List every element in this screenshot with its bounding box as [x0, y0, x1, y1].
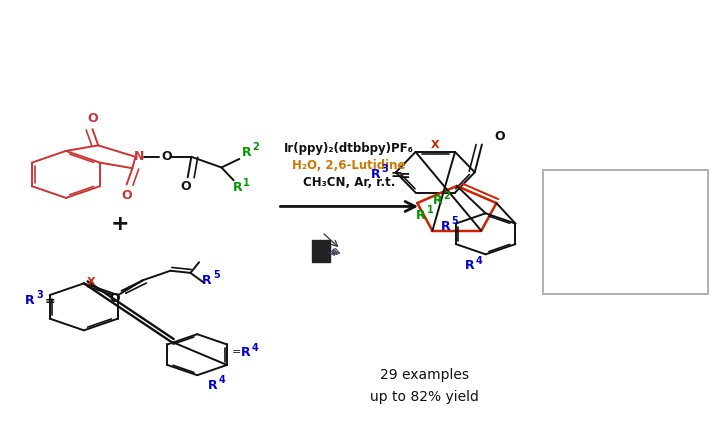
Text: R: R	[433, 194, 442, 207]
Text: group tolerance: group tolerance	[572, 258, 665, 270]
Text: CH₃CN, Ar, r.t.: CH₃CN, Ar, r.t.	[303, 176, 395, 190]
Text: N: N	[134, 150, 144, 163]
Text: 4: 4	[476, 256, 482, 266]
Text: =: =	[390, 168, 402, 182]
Text: O: O	[495, 130, 505, 143]
Text: •: •	[559, 188, 568, 203]
Text: Broad functional: Broad functional	[572, 236, 669, 249]
Text: R: R	[371, 168, 381, 181]
Text: 5: 5	[451, 216, 458, 226]
Text: O: O	[109, 292, 120, 305]
Text: 1: 1	[243, 178, 250, 188]
Text: O: O	[122, 189, 132, 202]
Text: R: R	[233, 181, 242, 194]
Text: •: •	[559, 235, 568, 250]
Text: Mild conditions: Mild conditions	[572, 189, 660, 202]
Text: 3: 3	[36, 290, 42, 300]
Text: =: =	[399, 169, 410, 183]
Text: O: O	[180, 180, 191, 193]
FancyBboxPatch shape	[543, 170, 708, 294]
Text: 4: 4	[219, 375, 225, 385]
Text: +: +	[110, 214, 129, 233]
Text: R: R	[441, 220, 450, 233]
Text: H₂O, 2,6-Lutidine: H₂O, 2,6-Lutidine	[292, 160, 406, 172]
Text: R: R	[416, 209, 426, 221]
Text: =: =	[44, 295, 55, 308]
Text: 3: 3	[381, 164, 388, 174]
Text: O: O	[87, 112, 98, 125]
Text: X: X	[431, 140, 440, 150]
Text: 29 examples: 29 examples	[380, 368, 469, 382]
Text: R: R	[202, 273, 212, 287]
Text: 2: 2	[253, 142, 259, 152]
Text: R: R	[25, 294, 35, 307]
Text: R: R	[240, 346, 250, 359]
Text: 1: 1	[427, 205, 433, 215]
Bar	[312, 240, 330, 262]
Text: =: =	[232, 347, 241, 358]
Text: 5: 5	[213, 270, 220, 280]
Text: up to 82% yield: up to 82% yield	[370, 390, 479, 404]
Text: 4: 4	[251, 343, 258, 353]
Text: Ir(ppy)₂(dtbbpy)PF₆: Ir(ppy)₂(dtbbpy)PF₆	[284, 142, 414, 155]
Text: R: R	[242, 146, 251, 159]
Text: R: R	[465, 259, 474, 272]
Text: R: R	[208, 379, 217, 392]
Text: X: X	[86, 277, 95, 287]
Text: 2: 2	[444, 191, 450, 201]
Text: O: O	[161, 150, 171, 163]
